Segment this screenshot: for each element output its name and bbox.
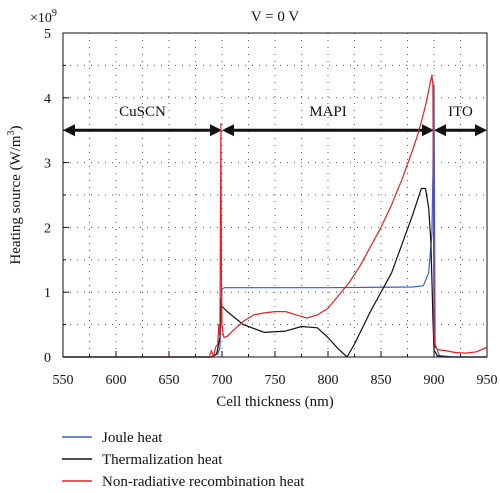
- region-arrow-head-right: [475, 124, 487, 137]
- region-arrow-head-left: [63, 124, 75, 137]
- x-tick-label: 550: [53, 373, 74, 388]
- x-tick-label: 800: [318, 373, 339, 388]
- x-axis-title: Cell thickness (nm): [216, 394, 333, 410]
- x-tick-label: 700: [212, 373, 233, 388]
- y-tick-label: 5: [44, 27, 51, 42]
- y-title-sup: 3: [6, 130, 17, 135]
- legend-label: Thermalization heat: [102, 452, 223, 468]
- region-arrow-head-left: [222, 124, 234, 137]
- y-tick-label: 2: [44, 221, 51, 236]
- x-tick-label: 850: [371, 373, 392, 388]
- y-tick-label: 3: [44, 157, 51, 172]
- y-multiplier-exp: 9: [52, 8, 57, 19]
- region-label-ito: ITO: [448, 104, 473, 120]
- x-tick-label: 600: [106, 373, 127, 388]
- series-lines: [63, 74, 488, 358]
- chart-title: V = 0 V: [251, 9, 300, 25]
- region-annotations: CuSCN MAPI ITO: [63, 104, 487, 137]
- y-tick-label: 4: [44, 92, 51, 107]
- y-axis-title: Heating source (W/m3): [6, 125, 24, 264]
- region-label-mapi: MAPI: [309, 104, 347, 120]
- series-line-non-radiative-recombination-heat: [63, 74, 488, 358]
- region-arrow-head-right: [210, 124, 222, 137]
- y-axis-multiplier: ×109: [30, 8, 57, 26]
- x-tick-label: 900: [424, 373, 445, 388]
- y-title-main: Heating source (W/m: [8, 135, 24, 264]
- y-multiplier-base: ×10: [30, 11, 52, 26]
- axis-ticks: 550 600 650 700 750 800 850 900 950 0 1 2 3 4 5: [44, 27, 498, 388]
- region-arrow-head-right: [422, 124, 434, 137]
- region-label-cuscn: CuSCN: [119, 104, 166, 120]
- region-arrow-head-left: [434, 124, 446, 137]
- legend: Joule heat Thermalization heat Non-radiati…: [62, 430, 305, 490]
- x-tick-label: 950: [477, 373, 498, 388]
- x-tick-label: 650: [159, 373, 180, 388]
- legend-label: Joule heat: [102, 430, 163, 446]
- y-title-end: ): [8, 125, 24, 130]
- grid: [63, 33, 487, 357]
- y-tick-label: 1: [44, 286, 51, 301]
- legend-label: Non-radiative recombination heat: [102, 474, 305, 490]
- x-tick-label: 750: [265, 373, 286, 388]
- series-line-thermalization-heat: [63, 187, 487, 358]
- y-tick-label: 0: [44, 351, 51, 366]
